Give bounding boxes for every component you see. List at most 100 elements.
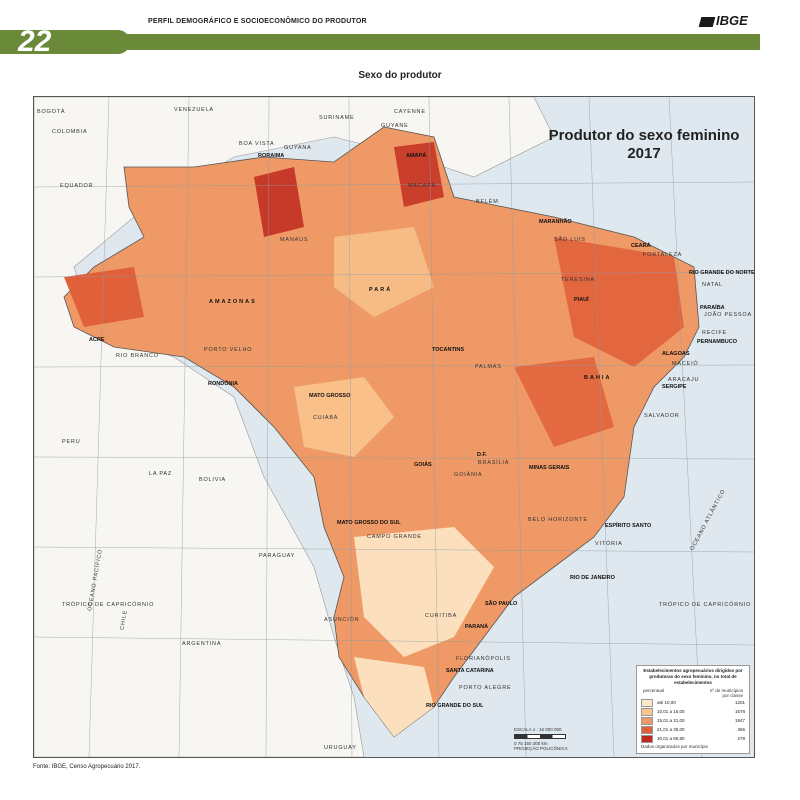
city-label: JOÃO PESSOA <box>704 312 752 318</box>
legend-count: 1947 <box>734 718 745 723</box>
legend-swatch <box>641 734 653 743</box>
legend-row: 21,01 a 30,00 366 <box>637 725 749 734</box>
city-label: BOA VISTA <box>239 141 275 147</box>
light-region-center <box>294 377 394 457</box>
city-label: NATAL <box>702 282 723 288</box>
legend-col-percent: percentual <box>643 688 665 693</box>
legend-note: Dados organizados por município <box>641 744 709 749</box>
state-label: ESPÍRITO SANTO <box>605 523 652 529</box>
scale-ratio: ESCALA 1 : 16 000 000 <box>514 727 562 732</box>
state-label: SÃO PAULO <box>485 601 518 607</box>
city-label: CAYENNE <box>394 109 426 115</box>
country-label: COLOMBIA <box>52 129 88 135</box>
dark-region-amapa <box>394 142 444 207</box>
legend-count: 366 <box>737 727 745 732</box>
city-label: ARACAJU <box>668 377 700 383</box>
legend-row: 30,01 a 69,80 278 <box>637 734 749 743</box>
legend-count: 1678 <box>734 709 745 714</box>
ibge-logo: IBGE <box>698 13 748 28</box>
legend-range: 30,01 a 69,80 <box>657 736 685 741</box>
state-label: AMAZONAS <box>209 299 257 305</box>
state-label: D.F. <box>477 452 487 458</box>
city-label: SALVADOR <box>644 413 680 419</box>
dark-region-acre <box>64 267 144 327</box>
state-label: PIAUÍ <box>574 297 589 303</box>
header-text: PERFIL DEMOGRÁFICO E SOCIOECONÔMICO DO P… <box>148 18 367 25</box>
city-label: PALMAS <box>475 364 502 370</box>
state-label: TOCANTINS <box>432 347 464 353</box>
state-label: MARANHÃO <box>539 219 572 225</box>
map-legend: Estabelecimentos agropecuários dirigidos… <box>636 665 750 754</box>
legend-count: 1201 <box>734 700 745 705</box>
dark-region-northeast <box>554 237 684 367</box>
city-label: TERESINA <box>561 277 595 283</box>
header-bar <box>0 34 760 50</box>
dark-region-bahia <box>514 357 614 447</box>
city-label: LA PAZ <box>149 471 173 477</box>
light-region-south <box>354 527 494 657</box>
map-scale: ESCALA 1 : 16 000 000 0 75 150 300 km PR… <box>514 727 568 751</box>
legend-range: 10,01 a 15,00 <box>657 709 685 714</box>
legend-row: até 10,00 1201 <box>637 698 749 707</box>
city-label: GOIÂNIA <box>454 472 483 478</box>
state-label: ACRE <box>89 337 105 343</box>
state-label: RIO DE JANEIRO <box>570 575 615 581</box>
legend-row: 10,01 a 15,00 1678 <box>637 707 749 716</box>
country-label: URUGUAY <box>324 745 357 751</box>
country-label: PARAGUAY <box>259 553 296 559</box>
scale-bar-icon <box>514 734 566 739</box>
city-label: FORTALEZA <box>643 252 683 258</box>
legend-col-count: nº de municípios por classe <box>709 688 743 698</box>
state-label: RORAIMA <box>258 153 285 159</box>
scale-units: 0 75 150 300 km <box>514 741 548 746</box>
state-label: MATO GROSSO DO SUL <box>337 520 401 526</box>
city-label: VITÓRIA <box>595 541 623 547</box>
country-label: SURINAME <box>319 115 355 121</box>
map-title-line1: Produtor do sexo feminino <box>548 127 740 144</box>
state-label: RONDÔNIA <box>208 381 238 387</box>
country-label: BOLIVIA <box>199 477 226 483</box>
page-number: 22 <box>0 27 130 57</box>
map-svg <box>34 97 754 757</box>
legend-swatch <box>641 725 653 734</box>
ibge-logo-text: IBGE <box>716 13 748 28</box>
city-label: BOGOTÁ <box>37 109 66 115</box>
state-label: BAHIA <box>584 375 612 381</box>
state-label: AMAPÁ <box>406 153 427 159</box>
state-label: PERNAMBUCO <box>697 339 738 345</box>
city-label: RECIFE <box>702 330 727 336</box>
country-label: GUYANE <box>381 123 409 129</box>
state-label: GOIÁS <box>414 462 432 468</box>
state-label: CEARÁ <box>631 243 651 249</box>
city-label: CURITIBA <box>425 613 458 619</box>
legend-title: Estabelecimentos agropecuários dirigidos… <box>643 668 743 685</box>
map-title: Produtor do sexo feminino 2017 <box>544 127 744 163</box>
legend-count: 278 <box>737 736 745 741</box>
city-label: MACEIÓ <box>672 361 699 367</box>
legend-range: 15,01 a 21,00 <box>657 718 685 723</box>
map-frame: Produtor do sexo feminino 2017 VENEZUELA… <box>33 96 755 758</box>
legend-row: 15,01 a 21,00 1947 <box>637 716 749 725</box>
tropic-label: TRÓPICO DE CAPRICÓRNIO <box>659 602 752 608</box>
city-label: MACAPÁ <box>408 183 437 189</box>
state-label: ALAGOAS <box>662 351 690 357</box>
legend-header: percentual nº de municípios por classe <box>637 688 749 698</box>
dark-region-roraima <box>254 167 304 237</box>
state-label: PARÁ <box>369 287 393 293</box>
city-label: BELO HORIZONTE <box>528 517 588 523</box>
section-title: Sexo do produtor <box>358 70 442 81</box>
legend-swatch <box>641 698 653 707</box>
city-label: BRASÍLIA <box>478 460 510 466</box>
source-note: Fonte: IBGE, Censo Agropecuário 2017. <box>33 764 141 770</box>
legend-swatch <box>641 716 653 725</box>
state-label: MATO GROSSO <box>309 393 351 399</box>
country-label: VENEZUELA <box>174 107 214 113</box>
brazil-outline <box>63 126 700 738</box>
state-label: PARAÍBA <box>700 305 725 311</box>
light-region-rs <box>354 657 434 737</box>
city-label: CAMPO GRANDE <box>367 534 422 540</box>
city-label: BELÉM <box>476 199 499 205</box>
city-label: RIO BRANCO <box>116 353 159 359</box>
projection-label: PROJEÇÃO POLICÔNICA <box>514 746 568 751</box>
legend-range: 21,01 a 30,00 <box>657 727 685 732</box>
